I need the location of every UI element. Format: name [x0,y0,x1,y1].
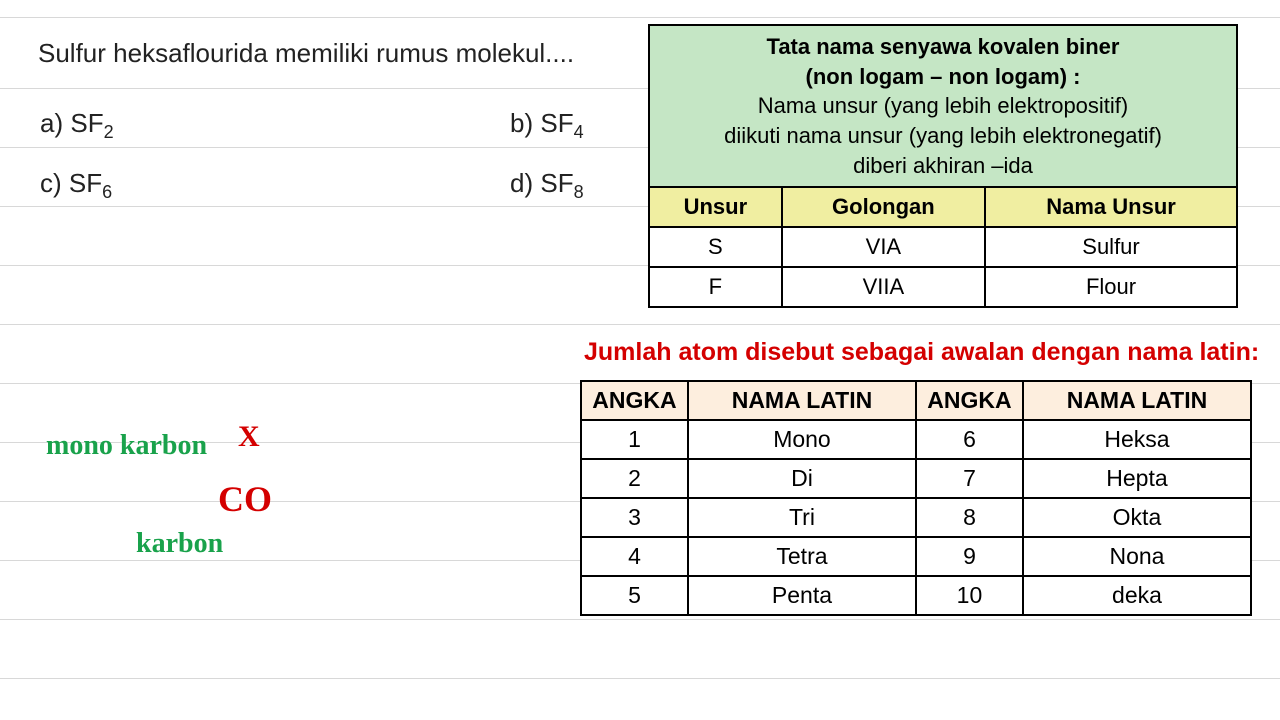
cell: 4 [581,537,688,576]
cell: Hepta [1023,459,1251,498]
option-b-label: b) [510,108,533,138]
table-row: 1 Mono 6 Heksa [581,420,1251,459]
option-a: a) SF2 [40,108,114,143]
element-col-golongan: Golongan [782,187,985,227]
rule-title-1: Tata nama senyawa kovalen biner [767,34,1120,59]
handwriting-co: CO [218,478,272,520]
latin-col-angka2: ANGKA [916,381,1023,420]
table-row: 4 Tetra 9 Nona [581,537,1251,576]
cell: VIA [782,227,985,267]
cell: 2 [581,459,688,498]
naming-rule-header: Tata nama senyawa kovalen biner (non log… [649,25,1237,187]
option-b-base: SF [540,108,573,138]
handwriting-mono-karbon: mono karbon [46,430,207,462]
latin-prefix-table: ANGKA NAMA LATIN ANGKA NAMA LATIN 1 Mono… [580,380,1252,616]
option-d-sub: 8 [574,182,584,202]
cell: Penta [688,576,916,615]
question-text: Sulfur heksaflourida memiliki rumus mole… [38,38,574,69]
cell: VIIA [782,267,985,307]
cell: deka [1023,576,1251,615]
element-table-header-row: Unsur Golongan Nama Unsur [649,187,1237,227]
cell: 6 [916,420,1023,459]
cell: Sulfur [985,227,1237,267]
rule-title-2: (non logam – non logam) : [806,64,1081,89]
latin-prefix-heading: Jumlah atom disebut sebagai awalan denga… [584,338,1259,367]
rule-line-3: diberi akhiran –ida [853,153,1033,178]
option-b-sub: 4 [574,122,584,142]
option-a-sub: 2 [104,122,114,142]
cell: 8 [916,498,1023,537]
handwriting-karbon: karbon [136,528,223,560]
cell: 5 [581,576,688,615]
cell: 7 [916,459,1023,498]
table-row: 2 Di 7 Hepta [581,459,1251,498]
element-col-unsur: Unsur [649,187,782,227]
cell: Tetra [688,537,916,576]
cell: F [649,267,782,307]
option-d-label: d) [510,168,533,198]
cell: 3 [581,498,688,537]
option-a-label: a) [40,108,63,138]
cell: Mono [688,420,916,459]
cell: 1 [581,420,688,459]
cell: 10 [916,576,1023,615]
option-c-sub: 6 [102,182,112,202]
table-row: S VIA Sulfur [649,227,1237,267]
cell: 9 [916,537,1023,576]
naming-rule-table: Tata nama senyawa kovalen biner (non log… [648,24,1238,308]
option-c-base: SF [69,168,102,198]
option-b: b) SF4 [510,108,584,143]
cell: Tri [688,498,916,537]
cell: Di [688,459,916,498]
cell: Flour [985,267,1237,307]
latin-col-nama1: NAMA LATIN [688,381,916,420]
option-c-label: c) [40,168,62,198]
option-a-base: SF [70,108,103,138]
option-d-base: SF [540,168,573,198]
table-row: F VIIA Flour [649,267,1237,307]
cell: Okta [1023,498,1251,537]
table-row: 5 Penta 10 deka [581,576,1251,615]
cell: Nona [1023,537,1251,576]
cell: S [649,227,782,267]
option-d: d) SF8 [510,168,584,203]
latin-header-row: ANGKA NAMA LATIN ANGKA NAMA LATIN [581,381,1251,420]
option-c: c) SF6 [40,168,112,203]
element-col-nama: Nama Unsur [985,187,1237,227]
latin-col-angka1: ANGKA [581,381,688,420]
rule-line-1: Nama unsur (yang lebih elektropositif) [758,93,1129,118]
rule-line-2: diikuti nama unsur (yang lebih elektrone… [724,123,1162,148]
cell: Heksa [1023,420,1251,459]
handwriting-x-mark: X [238,420,260,454]
table-row: 3 Tri 8 Okta [581,498,1251,537]
latin-col-nama2: NAMA LATIN [1023,381,1251,420]
